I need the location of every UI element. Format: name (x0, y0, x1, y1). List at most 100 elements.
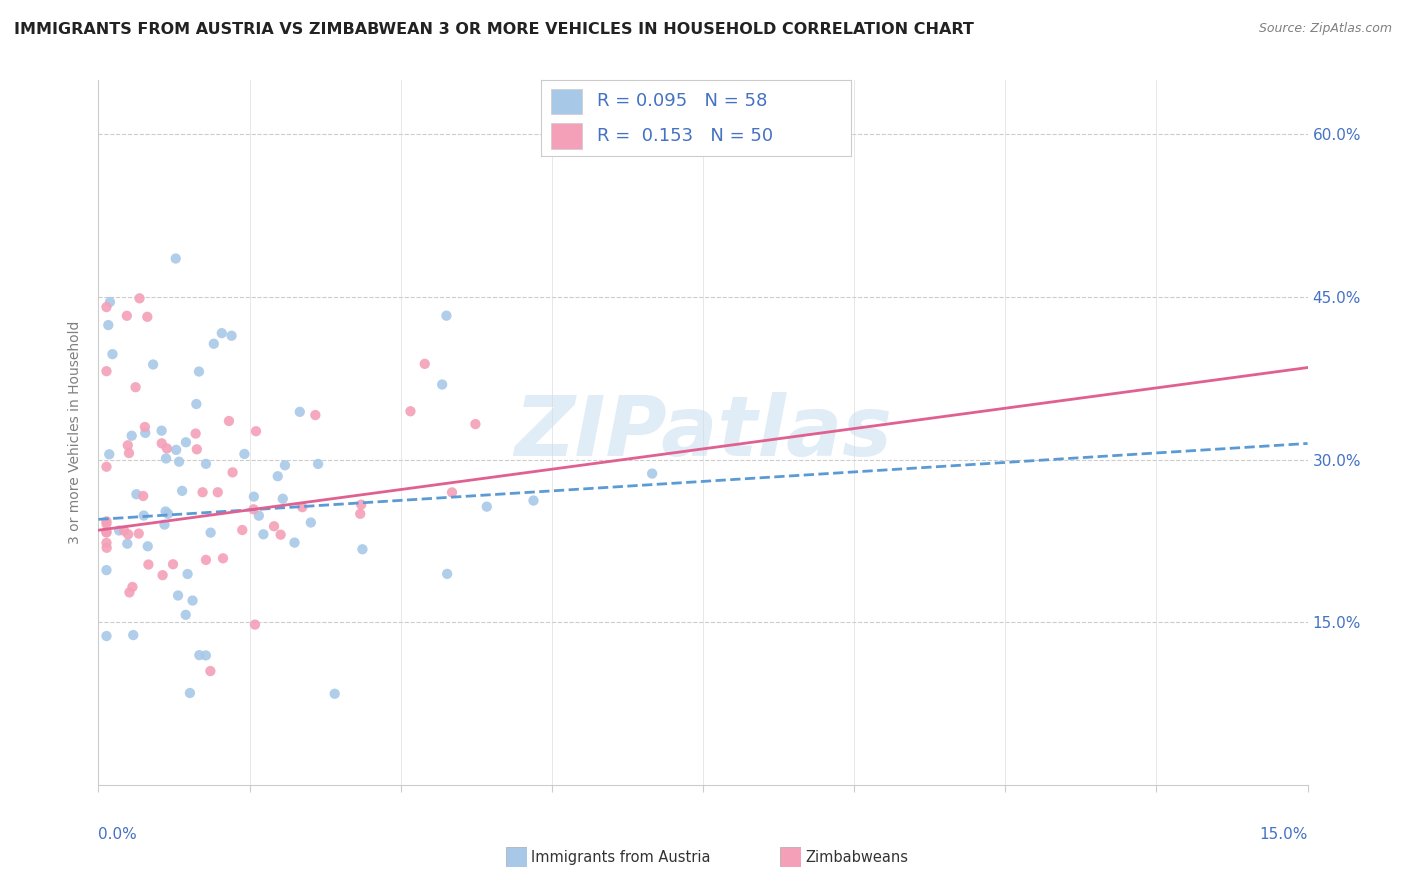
Text: ZIPatlas: ZIPatlas (515, 392, 891, 473)
Point (101, 347, 124, 361)
Text: R =  0.153   N = 50: R = 0.153 N = 50 (598, 127, 773, 145)
Point (96, 541, 118, 555)
Point (186, 397, 208, 411)
Point (243, 490, 266, 504)
Point (128, 291, 150, 305)
Point (132, 508, 155, 523)
Point (263, 519, 285, 533)
Point (188, 648, 211, 662)
Point (96, 524, 118, 539)
Point (207, 485, 229, 500)
Point (191, 485, 214, 500)
Point (96, 525, 118, 540)
Text: Source: ZipAtlas.com: Source: ZipAtlas.com (1258, 22, 1392, 36)
Point (186, 442, 208, 457)
Point (179, 686, 201, 700)
Point (167, 455, 190, 469)
Point (252, 527, 274, 541)
Point (136, 539, 159, 553)
Point (96, 515, 118, 529)
Point (194, 457, 217, 471)
Point (200, 664, 222, 678)
Point (96, 563, 118, 577)
Point (121, 428, 143, 442)
Point (243, 617, 266, 632)
Point (267, 469, 290, 483)
Point (176, 567, 198, 582)
Bar (551, 123, 582, 149)
Point (307, 457, 329, 471)
Text: 0.0%: 0.0% (98, 827, 138, 842)
Point (247, 508, 270, 523)
Point (200, 525, 222, 540)
Point (352, 542, 374, 557)
Point (128, 526, 150, 541)
Point (181, 593, 204, 607)
Point (132, 489, 155, 503)
Point (108, 524, 131, 538)
Point (118, 446, 141, 460)
Point (233, 447, 256, 461)
Point (202, 336, 225, 351)
Point (117, 537, 139, 551)
Point (464, 417, 486, 431)
Bar (551, 88, 582, 113)
Y-axis label: 3 or more Vehicles in Household: 3 or more Vehicles in Household (69, 321, 83, 544)
Point (641, 467, 664, 481)
Point (274, 458, 297, 473)
Point (194, 553, 217, 567)
Point (231, 523, 253, 537)
Point (349, 507, 371, 521)
Text: Zimbabweans: Zimbabweans (806, 850, 908, 864)
Point (122, 628, 145, 642)
Point (221, 466, 243, 480)
Point (299, 516, 322, 530)
Point (124, 380, 146, 394)
Point (136, 310, 159, 324)
Point (96, 536, 118, 550)
Point (142, 358, 165, 372)
Point (96, 459, 118, 474)
Point (212, 551, 235, 566)
Point (156, 442, 179, 456)
Point (475, 500, 498, 514)
Point (155, 451, 177, 466)
Point (96, 364, 118, 378)
Point (436, 566, 458, 581)
Point (97, 318, 120, 332)
Text: Immigrants from Austria: Immigrants from Austria (531, 850, 711, 864)
Point (245, 424, 267, 438)
Point (174, 435, 197, 450)
Text: 15.0%: 15.0% (1260, 827, 1308, 842)
Point (150, 424, 173, 438)
Point (440, 485, 463, 500)
Point (125, 487, 148, 501)
Point (117, 527, 139, 541)
Point (115, 309, 138, 323)
Point (134, 420, 156, 434)
Point (413, 357, 436, 371)
Point (118, 585, 141, 599)
Point (165, 252, 187, 266)
Point (138, 558, 160, 572)
Point (188, 365, 211, 379)
Point (304, 408, 326, 422)
Text: R = 0.095   N = 58: R = 0.095 N = 58 (598, 92, 768, 110)
Point (436, 309, 458, 323)
Point (291, 500, 314, 515)
Point (112, 524, 135, 538)
Point (155, 504, 177, 518)
Point (242, 502, 264, 516)
Point (134, 425, 156, 440)
Point (162, 558, 184, 572)
Point (96, 516, 118, 531)
Point (165, 442, 187, 457)
Point (270, 527, 292, 541)
Point (350, 498, 373, 512)
Point (194, 648, 217, 663)
Point (172, 483, 194, 498)
Point (218, 414, 240, 428)
Point (156, 507, 179, 521)
Point (96, 300, 118, 314)
Point (399, 404, 422, 418)
